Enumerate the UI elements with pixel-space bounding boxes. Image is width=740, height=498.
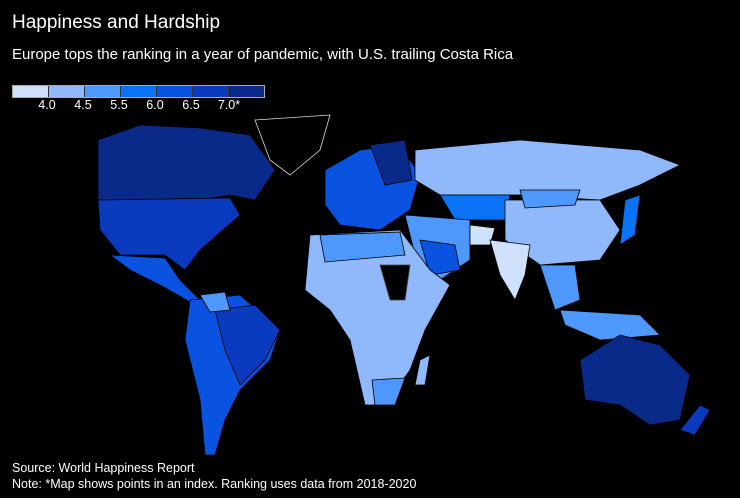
venezuela — [199, 291, 231, 313]
japan — [619, 194, 641, 246]
legend-swatch — [13, 86, 49, 97]
saudi-arabia — [419, 239, 461, 276]
legend-tick: 4.0 — [38, 98, 56, 112]
world-map — [97, 114, 711, 456]
legend-tick: 6.5 — [182, 98, 200, 112]
legend-tick: 5.5 — [110, 98, 128, 112]
greenland — [254, 114, 331, 176]
legend-swatch — [229, 86, 264, 97]
china — [504, 199, 621, 266]
chart-subtitle: Europe tops the ranking in a year of pan… — [12, 46, 514, 63]
russia — [414, 139, 681, 201]
south-africa — [371, 377, 406, 406]
legend-swatch — [121, 86, 157, 97]
india — [489, 239, 531, 301]
legend-tick: 7.0* — [217, 98, 241, 112]
legend-swatch — [193, 86, 229, 97]
legend-swatch — [157, 86, 193, 97]
chart-title: Happiness and Hardship — [12, 12, 221, 33]
brazil — [214, 304, 281, 386]
australia — [579, 334, 691, 426]
footnote: Note: *Map shows points in an index. Ran… — [12, 477, 417, 491]
color-legend — [12, 85, 265, 98]
usa — [97, 197, 241, 271]
canada — [97, 124, 276, 201]
legend-swatch — [85, 86, 121, 97]
indonesia — [559, 309, 661, 341]
southeast-asia — [539, 264, 581, 311]
mongolia — [519, 189, 581, 209]
kazakhstan — [439, 194, 511, 221]
madagascar — [414, 354, 431, 386]
afghanistan — [469, 224, 496, 246]
central-africa — [379, 264, 411, 301]
legend-tick: 6.0 — [146, 98, 164, 112]
source-note: Source: World Happiness Report — [12, 461, 195, 475]
scandinavia — [369, 139, 413, 186]
north-africa — [319, 231, 406, 263]
legend-swatch — [49, 86, 85, 97]
legend-tick: 4.5 — [74, 98, 92, 112]
new-zealand — [679, 404, 711, 436]
